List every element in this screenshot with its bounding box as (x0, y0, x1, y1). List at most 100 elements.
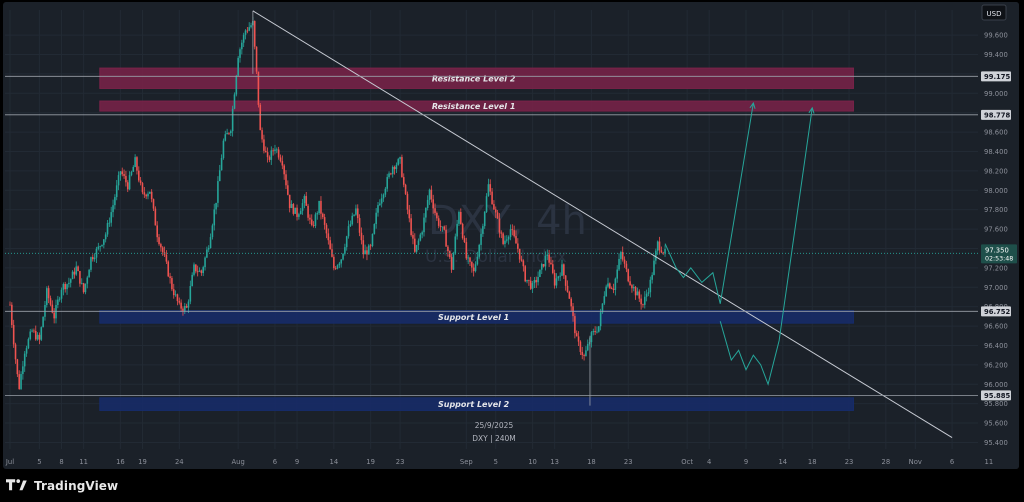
candle-body (20, 374, 22, 389)
zone-label: Resistance Level 2 (432, 74, 516, 83)
candle-body (581, 351, 584, 356)
candle-body (250, 25, 252, 28)
candle-body (421, 232, 423, 235)
candle-body (603, 296, 606, 304)
price-axis-label: 95.800 (984, 400, 1008, 408)
candle-body (66, 284, 68, 290)
projection-path-2[interactable] (719, 107, 813, 386)
candle-body (362, 240, 365, 255)
candle-body (529, 280, 532, 289)
candle-body (437, 218, 440, 226)
candle-body (152, 199, 155, 209)
candle-body (539, 269, 541, 277)
candle-body (524, 266, 526, 282)
candle-body (491, 191, 493, 205)
candle-body (625, 263, 628, 270)
candle-body (443, 226, 446, 230)
chart-panel[interactable]: DXY, 4h U.S. Dollar Index Resistance Lev… (3, 2, 1019, 469)
candle-body (586, 344, 589, 351)
zone-4 (99, 397, 854, 411)
candle-body (380, 198, 383, 204)
candle-body (62, 283, 65, 290)
projection-path-1[interactable] (664, 102, 754, 304)
candle-body (310, 219, 313, 225)
candle-body (540, 264, 543, 270)
candle-body (425, 208, 427, 218)
candle-body (141, 183, 144, 193)
candle-body (452, 253, 455, 270)
candle-body (178, 301, 181, 303)
candle-body (485, 196, 488, 212)
candle-body (638, 291, 641, 299)
candle-body (430, 189, 433, 200)
trendline[interactable] (252, 10, 953, 439)
candle-body (395, 164, 398, 170)
candle-body (386, 177, 388, 189)
zone-label: Support Level 2 (438, 400, 510, 409)
watermark-layer: DXY, 4h U.S. Dollar Index (425, 198, 587, 267)
candle-body (564, 275, 567, 286)
candle-body (375, 212, 377, 225)
candle-body (215, 202, 217, 210)
candle-body (621, 252, 624, 260)
price-axis-label: 97.600 (984, 226, 1008, 234)
candle-body (257, 71, 260, 105)
candle-body (535, 280, 538, 283)
candle-body (340, 259, 342, 264)
candle-body (101, 244, 103, 247)
candle-body (316, 213, 319, 215)
candle-body (290, 204, 293, 209)
tradingview-logo[interactable]: TradingView (6, 476, 118, 496)
candle-body (211, 225, 214, 238)
candle-body (108, 222, 111, 224)
time-axis-label: Jul (5, 458, 14, 466)
projection-arrowhead (749, 101, 756, 109)
candle-body (281, 161, 284, 166)
time-axis-label: 4 (707, 458, 711, 466)
candle-body (266, 152, 269, 158)
candle-body (145, 194, 147, 197)
candle-body (84, 283, 87, 293)
candle-body (80, 283, 83, 284)
candle-body (598, 326, 600, 332)
candle-body (476, 256, 479, 265)
time-axis-label: Nov (909, 458, 922, 466)
candle-body (213, 209, 216, 226)
current-price-countdown: 02:53:48 (985, 255, 1013, 262)
candle-body (40, 327, 43, 340)
price-chart[interactable]: DXY, 4h U.S. Dollar Index Resistance Lev… (3, 2, 1019, 469)
candle-body (22, 366, 24, 375)
candle-body (388, 173, 390, 178)
drawings-layer (5, 10, 978, 439)
candle-body (230, 131, 232, 134)
candle-body (349, 224, 352, 227)
candle-body (82, 283, 85, 293)
candle-body (502, 233, 504, 244)
time-axis-label: 18 (808, 458, 817, 466)
time-axis-label: Oct (681, 458, 693, 466)
candle-body (448, 251, 451, 258)
watermark-symbol: DXY, 4h (428, 198, 587, 244)
time-axis-label: 11 (79, 458, 88, 466)
candle-body (382, 194, 385, 199)
candle-body (574, 316, 576, 334)
candle-body (494, 209, 497, 213)
candle-body (537, 276, 539, 283)
candle-body (614, 278, 617, 291)
candle-body (176, 294, 179, 302)
candle-body (174, 294, 177, 296)
candle-body (106, 223, 109, 235)
candle-body (605, 286, 607, 297)
price-axis-label: 98.000 (984, 187, 1008, 195)
candle-body (419, 234, 422, 241)
candle-body (336, 265, 339, 269)
price-axis-label: 95.600 (984, 420, 1008, 428)
currency-button[interactable]: USD (981, 4, 1007, 21)
candle-body (307, 205, 309, 218)
time-axis-label: Aug (232, 458, 245, 466)
candle-body (445, 229, 447, 247)
candle-body (585, 350, 587, 356)
price-axis-label: 99.400 (984, 51, 1008, 59)
candle-body (364, 250, 366, 255)
